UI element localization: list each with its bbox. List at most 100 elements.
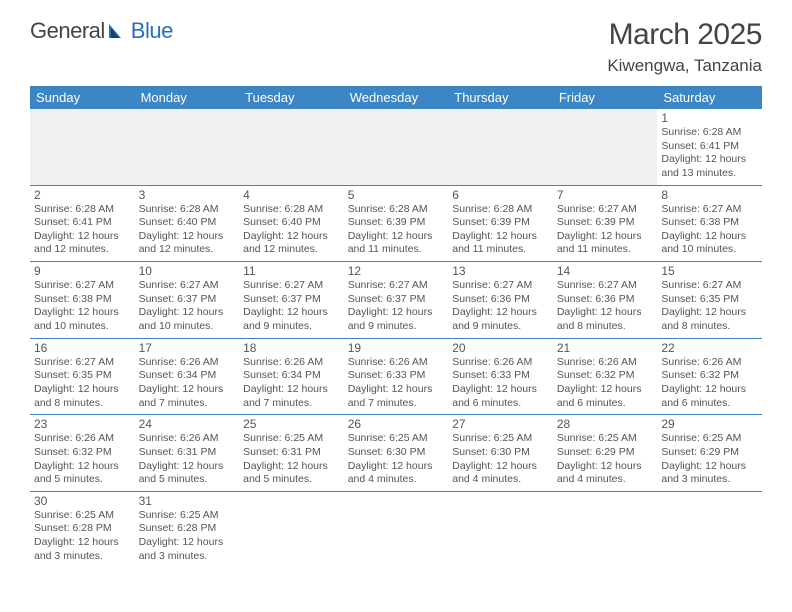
- day-number: 18: [243, 341, 340, 355]
- day-number: 11: [243, 264, 340, 278]
- day-number: 8: [661, 188, 758, 202]
- location-subtitle: Kiwengwa, Tanzania: [607, 56, 762, 76]
- calendar-cell: 26Sunrise: 6:25 AMSunset: 6:30 PMDayligh…: [344, 415, 449, 492]
- calendar-table: SundayMondayTuesdayWednesdayThursdayFrid…: [30, 86, 762, 567]
- day-info: Sunrise: 6:28 AMSunset: 6:39 PMDaylight:…: [452, 203, 549, 258]
- calendar-row: 2Sunrise: 6:28 AMSunset: 6:41 PMDaylight…: [30, 185, 762, 262]
- day-info: Sunrise: 6:28 AMSunset: 6:40 PMDaylight:…: [139, 203, 236, 258]
- day-info: Sunrise: 6:26 AMSunset: 6:34 PMDaylight:…: [139, 356, 236, 411]
- calendar-row: 1Sunrise: 6:28 AMSunset: 6:41 PMDaylight…: [30, 109, 762, 185]
- weekday-header: Wednesday: [344, 86, 449, 109]
- calendar-cell: 2Sunrise: 6:28 AMSunset: 6:41 PMDaylight…: [30, 185, 135, 262]
- calendar-cell: 30Sunrise: 6:25 AMSunset: 6:28 PMDayligh…: [30, 491, 135, 567]
- day-info: Sunrise: 6:25 AMSunset: 6:29 PMDaylight:…: [661, 432, 758, 487]
- calendar-cell: [553, 109, 658, 185]
- day-info: Sunrise: 6:26 AMSunset: 6:33 PMDaylight:…: [348, 356, 445, 411]
- calendar-cell: 23Sunrise: 6:26 AMSunset: 6:32 PMDayligh…: [30, 415, 135, 492]
- day-number: 27: [452, 417, 549, 431]
- day-number: 9: [34, 264, 131, 278]
- day-info: Sunrise: 6:27 AMSunset: 6:35 PMDaylight:…: [34, 356, 131, 411]
- calendar-row: 30Sunrise: 6:25 AMSunset: 6:28 PMDayligh…: [30, 491, 762, 567]
- day-number: 13: [452, 264, 549, 278]
- weekday-header: Thursday: [448, 86, 553, 109]
- calendar-cell: 28Sunrise: 6:25 AMSunset: 6:29 PMDayligh…: [553, 415, 658, 492]
- day-number: 4: [243, 188, 340, 202]
- calendar-cell: 4Sunrise: 6:28 AMSunset: 6:40 PMDaylight…: [239, 185, 344, 262]
- day-number: 12: [348, 264, 445, 278]
- weekday-header-row: SundayMondayTuesdayWednesdayThursdayFrid…: [30, 86, 762, 109]
- calendar-cell: 7Sunrise: 6:27 AMSunset: 6:39 PMDaylight…: [553, 185, 658, 262]
- calendar-cell: 21Sunrise: 6:26 AMSunset: 6:32 PMDayligh…: [553, 338, 658, 415]
- day-number: 31: [139, 494, 236, 508]
- calendar-cell: 19Sunrise: 6:26 AMSunset: 6:33 PMDayligh…: [344, 338, 449, 415]
- day-info: Sunrise: 6:27 AMSunset: 6:35 PMDaylight:…: [661, 279, 758, 334]
- calendar-cell: 27Sunrise: 6:25 AMSunset: 6:30 PMDayligh…: [448, 415, 553, 492]
- day-info: Sunrise: 6:27 AMSunset: 6:36 PMDaylight:…: [452, 279, 549, 334]
- logo-text-1: General: [30, 18, 105, 44]
- calendar-cell: 24Sunrise: 6:26 AMSunset: 6:31 PMDayligh…: [135, 415, 240, 492]
- weekday-header: Friday: [553, 86, 658, 109]
- day-number: 24: [139, 417, 236, 431]
- calendar-cell: [344, 491, 449, 567]
- day-number: 2: [34, 188, 131, 202]
- calendar-cell: 18Sunrise: 6:26 AMSunset: 6:34 PMDayligh…: [239, 338, 344, 415]
- day-info: Sunrise: 6:26 AMSunset: 6:32 PMDaylight:…: [557, 356, 654, 411]
- day-number: 7: [557, 188, 654, 202]
- day-info: Sunrise: 6:26 AMSunset: 6:34 PMDaylight:…: [243, 356, 340, 411]
- day-info: Sunrise: 6:25 AMSunset: 6:31 PMDaylight:…: [243, 432, 340, 487]
- calendar-cell: [553, 491, 658, 567]
- day-number: 16: [34, 341, 131, 355]
- day-number: 14: [557, 264, 654, 278]
- title-block: March 2025 Kiwengwa, Tanzania: [607, 18, 762, 76]
- day-number: 17: [139, 341, 236, 355]
- day-info: Sunrise: 6:26 AMSunset: 6:32 PMDaylight:…: [34, 432, 131, 487]
- day-info: Sunrise: 6:27 AMSunset: 6:37 PMDaylight:…: [348, 279, 445, 334]
- day-info: Sunrise: 6:27 AMSunset: 6:36 PMDaylight:…: [557, 279, 654, 334]
- weekday-header: Sunday: [30, 86, 135, 109]
- day-number: 26: [348, 417, 445, 431]
- logo-text-2: Blue: [131, 18, 173, 44]
- day-number: 5: [348, 188, 445, 202]
- calendar-cell: [239, 109, 344, 185]
- weekday-header: Monday: [135, 86, 240, 109]
- calendar-cell: 25Sunrise: 6:25 AMSunset: 6:31 PMDayligh…: [239, 415, 344, 492]
- calendar-cell: 15Sunrise: 6:27 AMSunset: 6:35 PMDayligh…: [657, 262, 762, 339]
- calendar-row: 9Sunrise: 6:27 AMSunset: 6:38 PMDaylight…: [30, 262, 762, 339]
- day-info: Sunrise: 6:25 AMSunset: 6:28 PMDaylight:…: [139, 509, 236, 564]
- calendar-cell: [448, 109, 553, 185]
- calendar-cell: [344, 109, 449, 185]
- day-number: 25: [243, 417, 340, 431]
- day-info: Sunrise: 6:27 AMSunset: 6:39 PMDaylight:…: [557, 203, 654, 258]
- weekday-header: Tuesday: [239, 86, 344, 109]
- day-info: Sunrise: 6:27 AMSunset: 6:38 PMDaylight:…: [661, 203, 758, 258]
- day-number: 10: [139, 264, 236, 278]
- calendar-row: 16Sunrise: 6:27 AMSunset: 6:35 PMDayligh…: [30, 338, 762, 415]
- calendar-cell: 13Sunrise: 6:27 AMSunset: 6:36 PMDayligh…: [448, 262, 553, 339]
- calendar-cell: 29Sunrise: 6:25 AMSunset: 6:29 PMDayligh…: [657, 415, 762, 492]
- day-info: Sunrise: 6:26 AMSunset: 6:32 PMDaylight:…: [661, 356, 758, 411]
- logo: General Blue: [30, 18, 173, 44]
- day-info: Sunrise: 6:27 AMSunset: 6:37 PMDaylight:…: [139, 279, 236, 334]
- calendar-cell: 14Sunrise: 6:27 AMSunset: 6:36 PMDayligh…: [553, 262, 658, 339]
- calendar-cell: 20Sunrise: 6:26 AMSunset: 6:33 PMDayligh…: [448, 338, 553, 415]
- calendar-cell: [448, 491, 553, 567]
- calendar-cell: 9Sunrise: 6:27 AMSunset: 6:38 PMDaylight…: [30, 262, 135, 339]
- day-info: Sunrise: 6:25 AMSunset: 6:30 PMDaylight:…: [452, 432, 549, 487]
- calendar-cell: [135, 109, 240, 185]
- calendar-cell: 12Sunrise: 6:27 AMSunset: 6:37 PMDayligh…: [344, 262, 449, 339]
- header: General Blue March 2025 Kiwengwa, Tanzan…: [30, 18, 762, 76]
- day-number: 15: [661, 264, 758, 278]
- day-info: Sunrise: 6:25 AMSunset: 6:28 PMDaylight:…: [34, 509, 131, 564]
- day-number: 6: [452, 188, 549, 202]
- day-info: Sunrise: 6:27 AMSunset: 6:37 PMDaylight:…: [243, 279, 340, 334]
- logo-sail-icon: [107, 22, 129, 40]
- day-info: Sunrise: 6:28 AMSunset: 6:41 PMDaylight:…: [661, 126, 758, 181]
- weekday-header: Saturday: [657, 86, 762, 109]
- day-info: Sunrise: 6:26 AMSunset: 6:31 PMDaylight:…: [139, 432, 236, 487]
- day-info: Sunrise: 6:25 AMSunset: 6:29 PMDaylight:…: [557, 432, 654, 487]
- day-number: 29: [661, 417, 758, 431]
- day-number: 19: [348, 341, 445, 355]
- day-number: 1: [661, 111, 758, 125]
- calendar-cell: 5Sunrise: 6:28 AMSunset: 6:39 PMDaylight…: [344, 185, 449, 262]
- calendar-cell: 1Sunrise: 6:28 AMSunset: 6:41 PMDaylight…: [657, 109, 762, 185]
